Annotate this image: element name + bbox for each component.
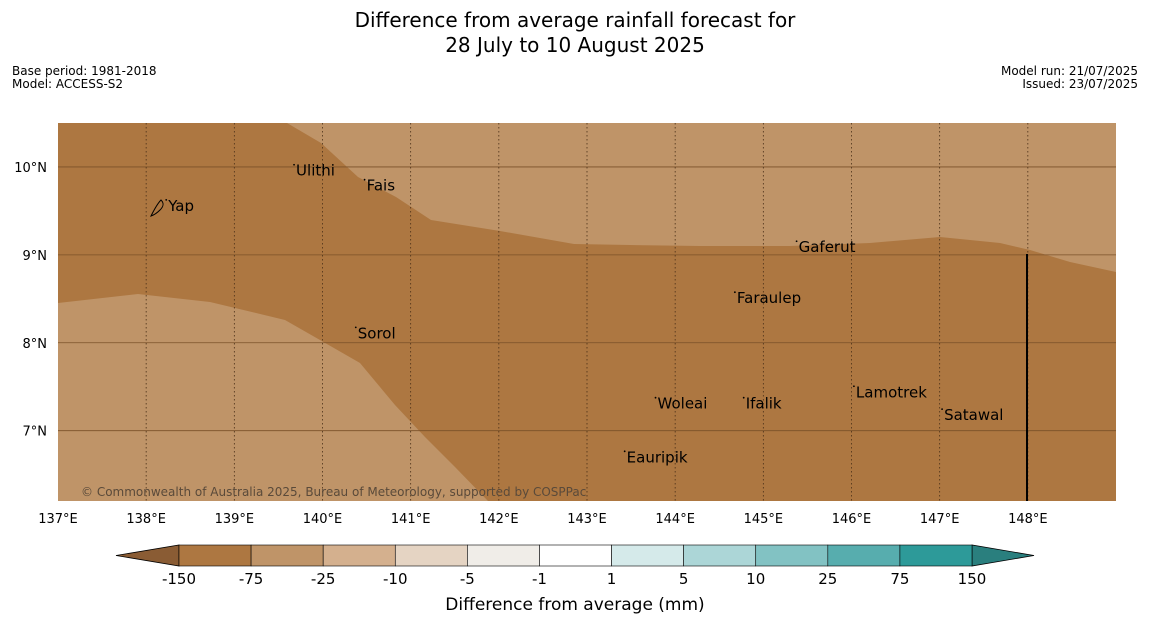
lon-tick-label: 139°E (215, 512, 255, 527)
color-legend: -150 -75 -25 -10 -5 -1 1 5 10 25 75 150 (115, 544, 1035, 588)
map-title: Difference from average rainfall forecas… (0, 8, 1150, 58)
lat-tick-label: 8°N (23, 337, 48, 352)
island-marker (941, 408, 943, 411)
model-name: Model: ACCESS-S2 (12, 77, 124, 91)
lon-tick-label: 148°E (1008, 512, 1048, 527)
title-line-1: Difference from average rainfall forecas… (354, 8, 796, 32)
place-label: Lamotrek (856, 383, 927, 401)
legend-tick-label: 25 (818, 570, 837, 588)
island-marker (742, 396, 745, 399)
lon-tick-label: 141°E (391, 512, 431, 527)
legend-tick-label: -25 (311, 570, 336, 588)
legend-tick-label: 10 (746, 570, 765, 588)
legend-swatch (683, 544, 757, 567)
island-marker (165, 199, 168, 201)
meta-left: Base period: 1981-2018 Model: ACCESS-S2 (12, 65, 157, 91)
island-marker (363, 178, 366, 181)
island-marker (733, 291, 736, 294)
island-marker (623, 450, 626, 453)
legend-tick-label: -75 (239, 570, 264, 588)
lat-tick-label: 10°N (14, 161, 47, 176)
legend-tick-label: 75 (890, 570, 909, 588)
place-label: Ulithi (296, 162, 335, 180)
legend-swatch (394, 544, 468, 567)
lon-tick-label: 147°E (920, 512, 960, 527)
place-label: Ifalik (746, 395, 782, 413)
place-label: Gaferut (799, 238, 856, 256)
legend-tick-label: -10 (383, 570, 408, 588)
legend-swatch (467, 544, 540, 567)
place-label: Sorol (358, 324, 396, 342)
copyright-text: © Commonwealth of Australia 2025, Bureau… (81, 485, 586, 499)
title-line-2: 28 July to 10 August 2025 (445, 33, 705, 57)
legend-under-arrow (115, 544, 180, 567)
issued-date: Issued: 23/07/2025 (1022, 77, 1138, 91)
lon-tick-label: 146°E (832, 512, 872, 527)
place-label: Yap (167, 197, 194, 215)
lon-tick-label: 145°E (744, 512, 784, 527)
legend-tick-label: 5 (679, 570, 689, 588)
model-run: Model run: 21/07/2025 (1000, 64, 1138, 78)
legend-tick-label: -150 (162, 570, 196, 588)
latitude-gridlines (58, 166, 1116, 432)
place-label: Fais (367, 177, 396, 195)
latitude-labels: 7°N 8°N 9°N 10°N (14, 161, 47, 440)
base-period: Base period: 1981-2018 (12, 64, 157, 78)
meta-right: Model run: 21/07/2025 Issued: 23/07/2025 (1001, 65, 1138, 91)
legend-tick-label: -1 (532, 570, 547, 588)
lon-tick-label: 143°E (567, 512, 607, 527)
legend-tick-label: 150 (958, 570, 987, 588)
longitude-gridlines (145, 123, 1029, 501)
legend-swatch (755, 544, 829, 567)
lon-tick-label: 140°E (303, 512, 343, 527)
island-marker (654, 396, 657, 399)
lat-tick-label: 9°N (23, 249, 48, 264)
legend-over-arrow (971, 544, 1035, 567)
legend-swatch (539, 544, 612, 567)
island-marker (354, 326, 357, 329)
place-label: Faraulep (737, 289, 801, 307)
place-labels: Yap Ulithi Fais Gaferut Faraulep Sorol Lamotre… (165, 162, 1003, 466)
light-region-north (287, 123, 1116, 272)
yap-island-shape (150, 199, 164, 217)
island-marker (795, 240, 798, 243)
place-label: Satawal (944, 406, 1003, 424)
legend-swatch (250, 544, 324, 567)
lon-tick-label: 137°E (38, 512, 78, 527)
lat-tick-label: 7°N (23, 425, 48, 440)
legend-swatch (178, 544, 252, 567)
legend-swatch (322, 544, 396, 567)
legend-tick-label: -5 (460, 570, 475, 588)
longitude-labels: 137°E 138°E 139°E 140°E 141°E 142°E 143°E 144°E… (38, 512, 1047, 527)
island-marker (853, 385, 855, 388)
light-region-southwest (58, 294, 488, 501)
legend-label: Difference from average (mm) (445, 595, 704, 615)
place-label: Eauripik (627, 448, 688, 466)
legend-tick-label: 1 (607, 570, 617, 588)
lon-tick-label: 142°E (479, 512, 519, 527)
lon-tick-label: 138°E (126, 512, 166, 527)
island-marker (293, 163, 295, 166)
legend-swatch (899, 544, 973, 567)
legend-swatch (827, 544, 901, 567)
lon-tick-label: 144°E (655, 512, 695, 527)
place-label: Woleai (658, 395, 708, 413)
legend-swatch (611, 544, 684, 567)
